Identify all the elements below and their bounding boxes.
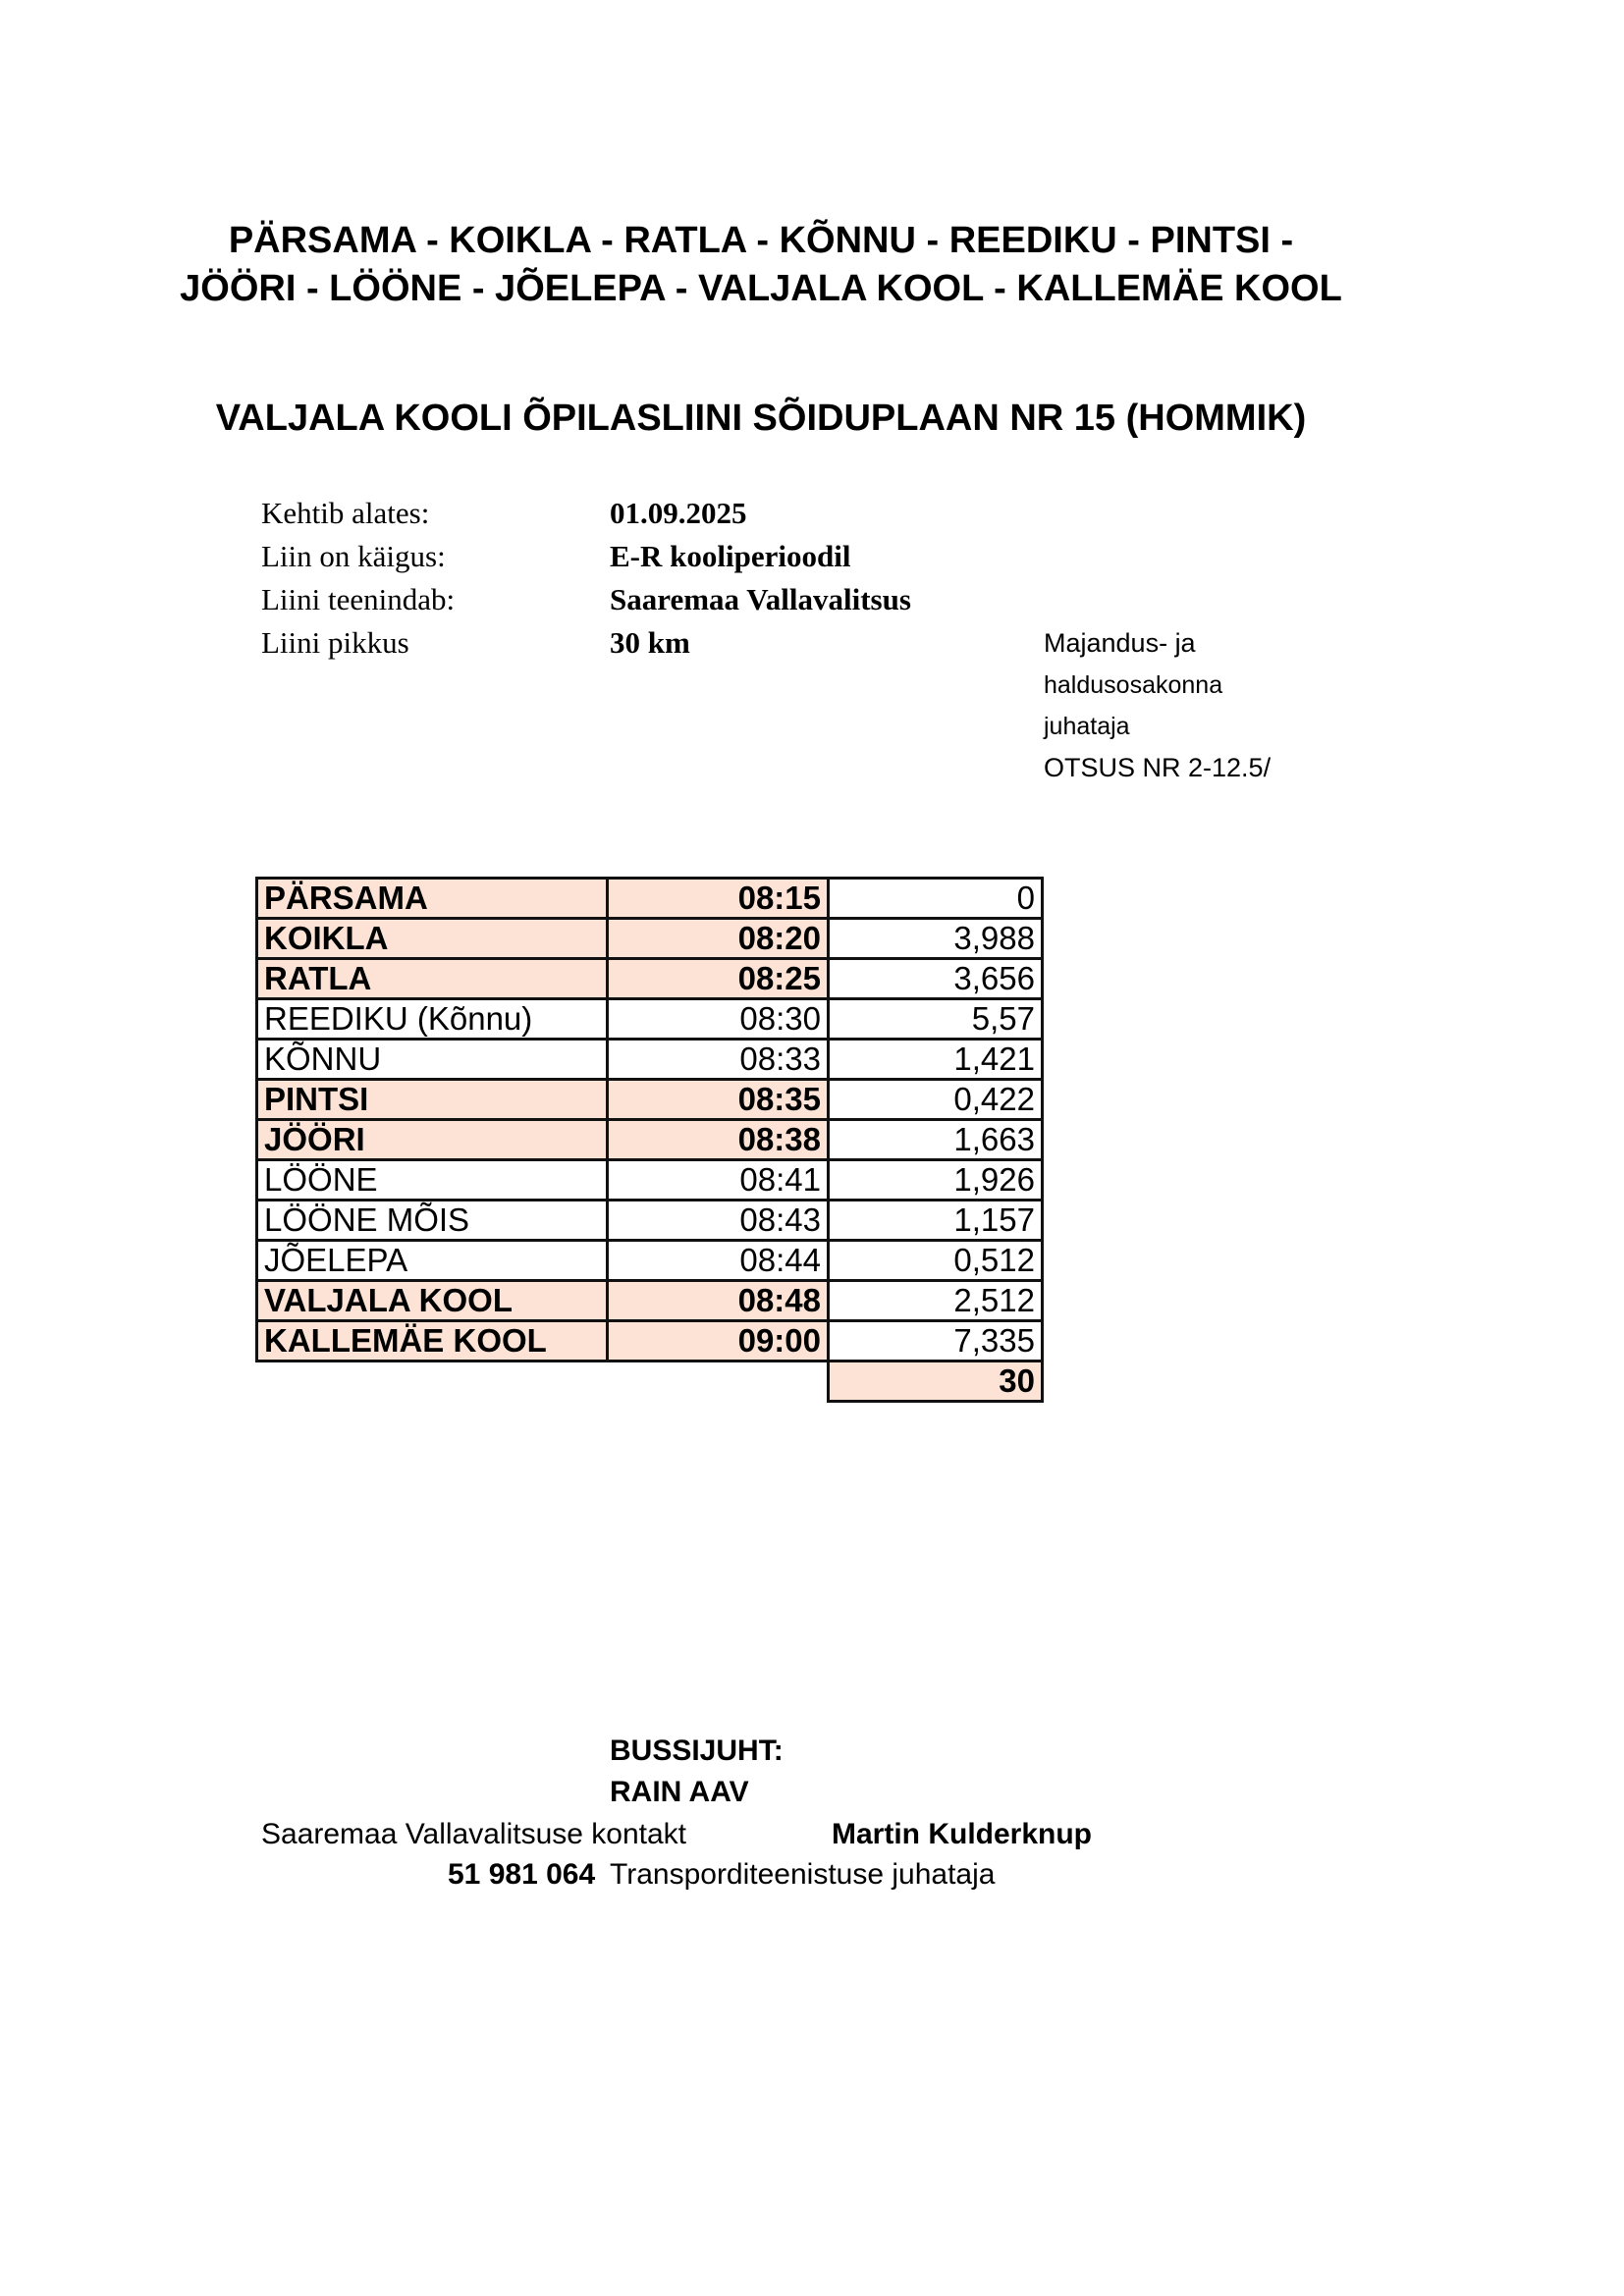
table-row: PINTSI 08:35 0,422 [255,1078,1044,1121]
table-row: JÖÖRI 08:38 1,663 [255,1118,1044,1161]
table-row: REEDIKU (Kõnnu) 08:30 5,57 [255,997,1044,1041]
stop-distance: 5,57 [827,997,1044,1041]
timetable: PÄRSAMA 08:15 0 KOIKLA 08:20 3,988 RATLA 08:25 3… [255,877,1044,1403]
stop-name: RATLA [255,957,609,1000]
decision-note-line: juhataja [1044,713,1130,740]
route-title-line-1: PÄRSAMA - KOIKLA - RATLA - KÕNNU - REEDI… [228,220,1294,261]
table-row: VALJALA KOOL 08:48 2,512 [255,1279,1044,1322]
total-distance: 30 [827,1360,1044,1403]
stop-distance: 2,512 [827,1279,1044,1322]
table-row: RATLA 08:25 3,656 [255,957,1044,1000]
stop-time: 08:48 [606,1279,830,1322]
stop-name: LÖÖNE [255,1158,609,1201]
stop-time: 08:43 [606,1199,830,1242]
table-row: KÕNNU 08:33 1,421 [255,1038,1044,1081]
table-row: KALLEMÄE KOOL 09:00 7,335 [255,1319,1044,1362]
stop-time: 08:33 [606,1038,830,1081]
stop-distance: 1,421 [827,1038,1044,1081]
stop-distance: 0,422 [827,1078,1044,1121]
contact-role: Transporditeenistuse juhataja [610,1858,996,1891]
stop-time: 08:38 [606,1118,830,1161]
info-label-operator: Liini teenindab: [261,582,456,616]
stop-name: JÕELEPA [255,1239,609,1282]
stop-time: 08:20 [606,917,830,960]
decision-note-line: Majandus- ja [1044,628,1196,658]
driver-label: BUSSIJUHT: [610,1735,784,1767]
stop-name: REEDIKU (Kõnnu) [255,997,609,1041]
stop-time: 08:15 [606,877,830,920]
stop-name: VALJALA KOOL [255,1279,609,1322]
stop-distance: 0 [827,877,1044,920]
table-row: LÖÖNE MÕIS 08:43 1,157 [255,1199,1044,1242]
table-row: LÖÖNE 08:41 1,926 [255,1158,1044,1201]
stop-name: PINTSI [255,1078,609,1121]
stop-time: 08:44 [606,1239,830,1282]
contact-label: Saaremaa Vallavalitsuse kontakt [261,1818,687,1850]
stop-name: JÖÖRI [255,1118,609,1161]
stop-name: KOIKLA [255,917,609,960]
stop-time: 08:30 [606,997,830,1041]
stop-distance: 0,512 [827,1239,1044,1282]
stop-distance: 3,988 [827,917,1044,960]
decision-note-line: haldusosakonna [1044,671,1223,699]
stop-time: 08:25 [606,957,830,1000]
info-label-length: Liini pikkus [261,625,409,660]
stop-distance: 1,663 [827,1118,1044,1161]
info-value-operating: E-R kooliperioodil [610,539,851,573]
schedule-title: VALJALA KOOLI ÕPILASLIINI SÕIDUPLAAN NR … [215,398,1307,439]
info-label-valid-from: Kehtib alates: [261,496,430,530]
stop-distance: 1,926 [827,1158,1044,1201]
stop-distance: 3,656 [827,957,1044,1000]
info-value-valid-from: 01.09.2025 [610,496,747,530]
stop-name: KÕNNU [255,1038,609,1081]
contact-name: Martin Kulderknup [832,1818,1093,1850]
empty-cell [608,1362,829,1402]
empty-cell [257,1362,608,1402]
stop-distance: 1,157 [827,1199,1044,1242]
stop-name: KALLEMÄE KOOL [255,1319,609,1362]
table-row: JÕELEPA 08:44 0,512 [255,1239,1044,1282]
table-row: KOIKLA 08:20 3,988 [255,917,1044,960]
contact-phone: 51 981 064 [448,1858,596,1891]
total-row: 30 [257,1360,1044,1403]
info-value-length: 30 km [610,625,690,660]
driver-name: RAIN AAV [610,1776,749,1808]
info-value-operator: Saaremaa Vallavalitsus [610,582,911,616]
stop-name: LÖÖNE MÕIS [255,1199,609,1242]
stop-distance: 7,335 [827,1319,1044,1362]
stop-time: 08:41 [606,1158,830,1201]
decision-note-line: OTSUS NR 2-12.5/ [1044,753,1272,782]
table-row: PÄRSAMA 08:15 0 [255,877,1044,920]
stop-name: PÄRSAMA [255,877,609,920]
stop-time: 09:00 [606,1319,830,1362]
route-title-line-2: JÖÖRI - LÖÖNE - JÕELEPA - VALJALA KOOL -… [180,268,1342,309]
info-label-operating: Liin on käigus: [261,539,446,573]
stop-time: 08:35 [606,1078,830,1121]
